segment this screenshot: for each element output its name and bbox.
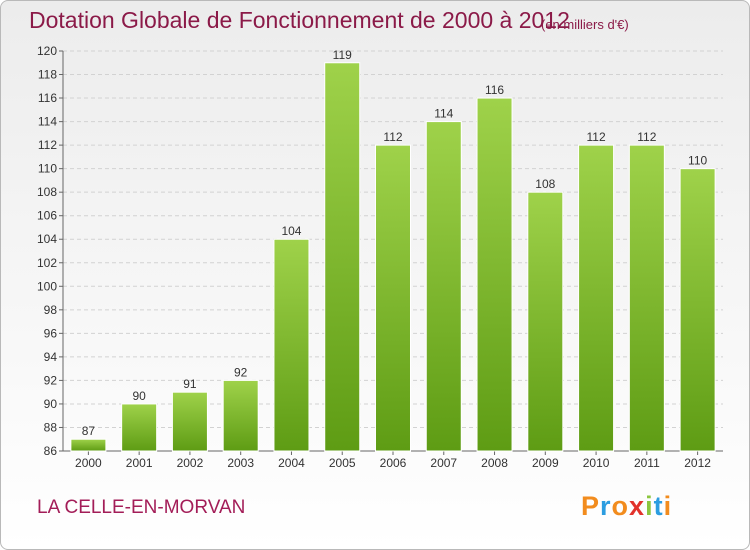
y-tick-label: 90 <box>44 397 58 411</box>
bar-2002 <box>171 391 208 452</box>
bar-2001 <box>121 403 158 452</box>
x-tick-label-2008: 2008 <box>481 456 508 470</box>
y-tick-label: 104 <box>37 232 57 246</box>
bar-2012 <box>679 168 716 452</box>
chart-title: Dotation Globale de Fonctionnement de 20… <box>29 7 570 33</box>
y-tick-label: 118 <box>38 68 57 82</box>
x-tick-label-2012: 2012 <box>684 456 711 470</box>
x-tick-label-2010: 2010 <box>583 456 610 470</box>
data-label-2012: 110 <box>688 154 707 168</box>
x-tick-label-2009: 2009 <box>532 456 559 470</box>
bar-2006 <box>375 144 411 452</box>
x-tick-label-2004: 2004 <box>278 456 305 470</box>
y-tick-label: 100 <box>37 279 57 293</box>
y-tick-label: 108 <box>37 185 57 199</box>
data-label-2003: 92 <box>234 365 248 379</box>
logo-letter: o <box>611 491 630 521</box>
bar-2000 <box>70 438 107 452</box>
bars <box>70 62 716 452</box>
data-label-2006: 112 <box>383 130 402 144</box>
y-tick-label: 110 <box>38 162 57 176</box>
proxiti-logo: Proxiti <box>581 491 672 522</box>
data-label-2009: 108 <box>535 177 555 191</box>
data-label-2011: 112 <box>637 130 656 144</box>
y-tick-label: 92 <box>44 373 58 387</box>
logo-letter: x <box>629 491 646 521</box>
logo-letter: i <box>663 491 673 521</box>
bar-2007 <box>425 121 462 452</box>
bar-2004 <box>273 238 310 452</box>
data-label-2010: 112 <box>587 130 606 144</box>
data-label-2001: 90 <box>132 389 146 403</box>
x-tick-label-2003: 2003 <box>227 456 254 470</box>
data-label-2002: 91 <box>183 377 197 391</box>
y-tick-label: 88 <box>44 420 58 434</box>
y-tick-label: 86 <box>44 444 58 458</box>
y-tick-label: 98 <box>44 303 58 317</box>
commune-name: LA CELLE-EN-MORVAN <box>37 497 246 518</box>
y-tick-label: 106 <box>37 209 57 223</box>
x-tick-label-2000: 2000 <box>75 456 102 470</box>
bar-2009 <box>527 191 564 452</box>
y-tick-label: 102 <box>37 256 57 270</box>
data-label-2000: 87 <box>82 424 96 438</box>
y-tick-label: 116 <box>38 91 57 105</box>
logo-letter: i <box>645 491 654 521</box>
y-tick-label: 94 <box>44 350 58 364</box>
x-tick-label-2001: 2001 <box>126 456 153 470</box>
x-tick-label-2006: 2006 <box>380 456 407 470</box>
y-tick-label: 114 <box>38 115 57 129</box>
bar-2011 <box>628 144 665 452</box>
x-tick-label-2011: 2011 <box>634 456 660 470</box>
chart-subtitle: (en milliers d'€) <box>541 17 629 32</box>
data-label-2005: 119 <box>333 48 352 62</box>
data-label-2008: 116 <box>485 83 504 97</box>
x-tick-label-2002: 2002 <box>177 456 204 470</box>
bar-2008 <box>476 97 513 452</box>
data-label-2004: 104 <box>281 224 301 238</box>
bar-2010 <box>578 144 615 452</box>
bar-2005 <box>324 62 361 452</box>
x-tick-label-2007: 2007 <box>430 456 457 470</box>
y-tick-label: 112 <box>38 138 57 152</box>
y-tick-label: 96 <box>44 326 58 340</box>
data-labels: 87 90 91 92 104 119 112 114 116 108 112 112 110 <box>82 48 708 438</box>
y-tick-label: 120 <box>37 44 57 58</box>
bar-2003 <box>222 379 259 452</box>
logo-letter: P <box>581 491 601 521</box>
x-tick-label-2005: 2005 <box>329 456 356 470</box>
logo-letter: r <box>600 491 612 521</box>
logo-letter: t <box>653 491 664 521</box>
data-label-2007: 114 <box>434 107 453 121</box>
